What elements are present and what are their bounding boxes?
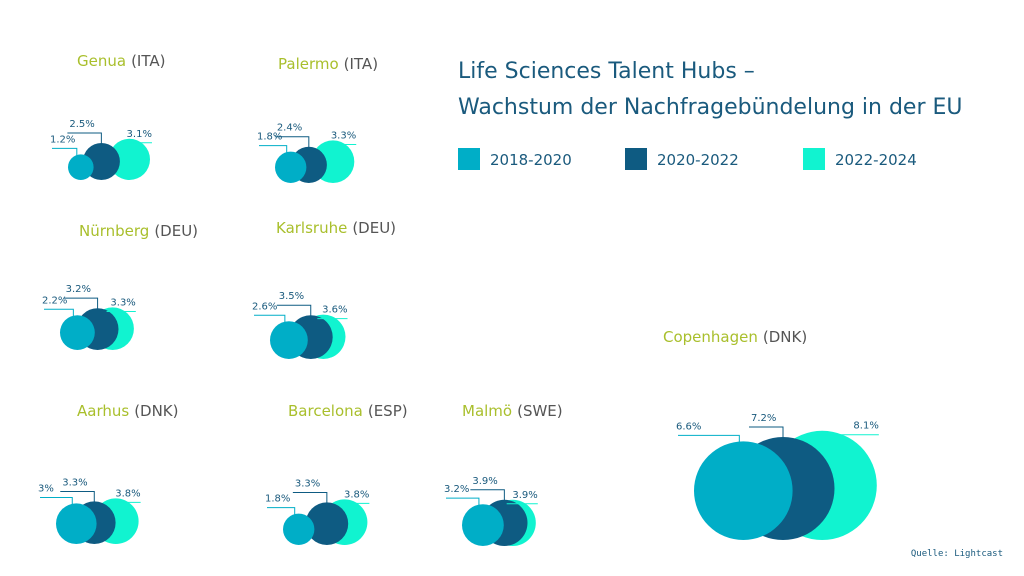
value-label: 3.3% [295,478,320,489]
leader-line [678,434,740,444]
city-country: (ESP) [368,402,408,420]
city-country: (DEU) [352,219,396,237]
legend-swatch-2 [803,148,825,170]
city-title: Palermo (ITA) [278,55,378,73]
value-label: 3.3% [110,297,135,308]
legend-label-1: 2020-2022 [657,151,739,169]
city-country: (DEU) [154,222,198,240]
city-groups: Genua (ITA)1.2%2.5%3.1%Palermo (ITA)1.8%2.… [38,52,879,546]
leader-line [52,147,78,157]
value-label: 3.2% [66,284,91,295]
value-label: 1.8% [265,494,290,505]
bubble-2018-2020 [275,151,307,183]
leader-line [292,491,328,505]
city-group-5: Barcelona (ESP) 1.8% 3.3% 3.8% [265,402,408,545]
city-name: Nürnberg [79,222,149,240]
city-title: Barcelona (ESP) [288,402,408,420]
leader-line [267,507,296,516]
city-group-0: Genua (ITA) 1.2% 2.5% 3.1% [50,52,165,180]
city-group-2: Nürnberg (DEU) 2.2%3.2% 3.3% [42,222,198,351]
bubble-2018-2020 [270,321,308,359]
bubble-2022-2024 [108,138,150,180]
city-group-4: Aarhus (DNK) 3% 3.3% 3.8% [38,402,179,544]
city-title: Genua (ITA) [77,52,165,70]
value-label: 3.8% [344,489,369,500]
leader-line [274,136,310,149]
value-label: 1.8% [257,132,282,143]
city-name: Karlsruhe [276,219,347,237]
value-label: 3% [38,483,54,494]
city-title: Copenhagen (DNK) [663,328,807,346]
value-label: 3.2% [444,484,469,495]
leader-line [749,426,784,439]
value-label: 3.1% [127,129,152,140]
value-label: 3.3% [62,477,87,488]
city-group-6: Malmö (SWE)3.2%3.9%3.9% [444,402,563,546]
value-label: 7.2% [751,413,776,424]
city-country: (ITA) [344,55,378,73]
leader-line [60,490,95,504]
bubble-2018-2020 [60,315,95,350]
leader-line [44,308,74,318]
value-label: 1.2% [50,134,75,145]
value-label: 2.6% [252,301,277,312]
legend-label-2: 2022-2024 [835,151,917,169]
city-country: (DNK) [134,402,178,420]
bubble-2018-2020 [56,503,97,544]
value-label: 3.9% [512,490,537,501]
value-label: 3.8% [115,488,140,499]
legend-swatch-1 [625,148,647,170]
leader-line [63,297,99,311]
leader-line [40,496,73,506]
chart-title: Life Sciences Talent Hubs – Wachstum der… [458,59,963,120]
value-label: 8.1% [853,421,878,432]
value-label: 3.5% [279,291,304,302]
city-country: (ITA) [131,52,165,70]
leader-line [254,314,286,324]
city-name: Copenhagen [663,328,758,346]
city-name: Palermo [278,55,339,73]
source-note: Quelle: Lightcast [911,549,1003,559]
bubble-2018-2020 [694,441,793,540]
leader-line [259,145,288,154]
city-name: Barcelona [288,402,363,420]
value-label: 3.3% [331,130,356,141]
legend: 2018-2020 2020-2022 2022-2024 [458,148,917,170]
chart-title-line-1: Life Sciences Talent Hubs – [458,59,755,84]
city-title: Malmö (SWE) [462,402,563,420]
leader-line [446,497,480,507]
value-label: 2.4% [277,123,302,134]
city-name: Genua [77,52,126,70]
city-country: (DNK) [763,328,807,346]
city-title: Karlsruhe (DEU) [276,219,396,237]
city-name: Aarhus [77,402,129,420]
city-name: Malmö [462,402,512,420]
bubble-2018-2020 [462,504,504,546]
chart-title-line-2: Wachstum der Nachfragebündelung in der E… [458,95,963,120]
city-country: (SWE) [517,402,563,420]
bubble-2018-2020 [283,513,315,545]
value-label: 3.9% [472,476,497,487]
leader-line [67,132,102,146]
bubble-2020-2022 [305,502,349,545]
bubble-2018-2020 [68,154,94,180]
value-label: 3.6% [322,305,347,316]
city-group-1: Palermo (ITA) 1.8%2.4% 3.3% [257,55,378,183]
legend-label-0: 2018-2020 [490,151,572,169]
city-title: Aarhus (DNK) [77,402,179,420]
leader-line [276,304,312,318]
city-group-3: Karlsruhe (DEU) 2.6%3.5% 3.6% [252,219,396,359]
city-group-7: Copenhagen (DNK) 6.6% 7.2% 8.1% [663,328,879,540]
value-label: 2.5% [69,119,94,130]
legend-swatch-0 [458,148,480,170]
leader-line [470,489,505,502]
value-label: 2.2% [42,295,67,306]
city-title: Nürnberg (DEU) [79,222,198,240]
value-label: 6.6% [676,421,701,432]
